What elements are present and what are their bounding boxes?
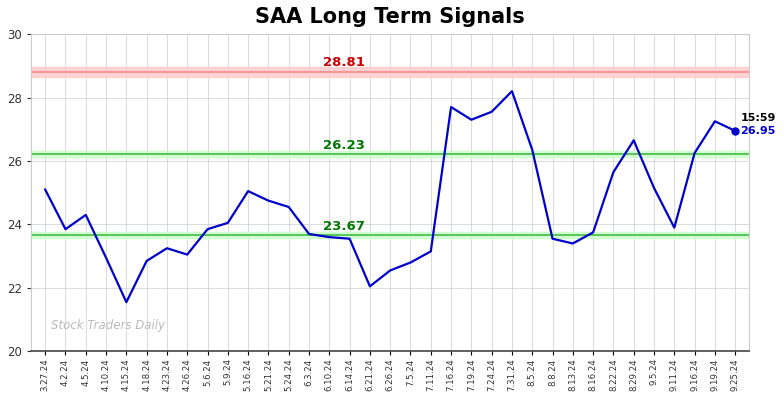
Bar: [31, 67, 750, 76]
Text: 28.81: 28.81: [322, 56, 365, 69]
Text: 23.67: 23.67: [322, 220, 365, 233]
Text: 15:59: 15:59: [740, 113, 775, 123]
Text: Stock Traders Daily: Stock Traders Daily: [51, 319, 165, 332]
Title: SAA Long Term Signals: SAA Long Term Signals: [256, 7, 525, 27]
Bar: [31, 150, 750, 157]
Bar: [31, 232, 750, 238]
Text: 26.23: 26.23: [322, 139, 365, 152]
Text: 26.95: 26.95: [740, 126, 775, 136]
